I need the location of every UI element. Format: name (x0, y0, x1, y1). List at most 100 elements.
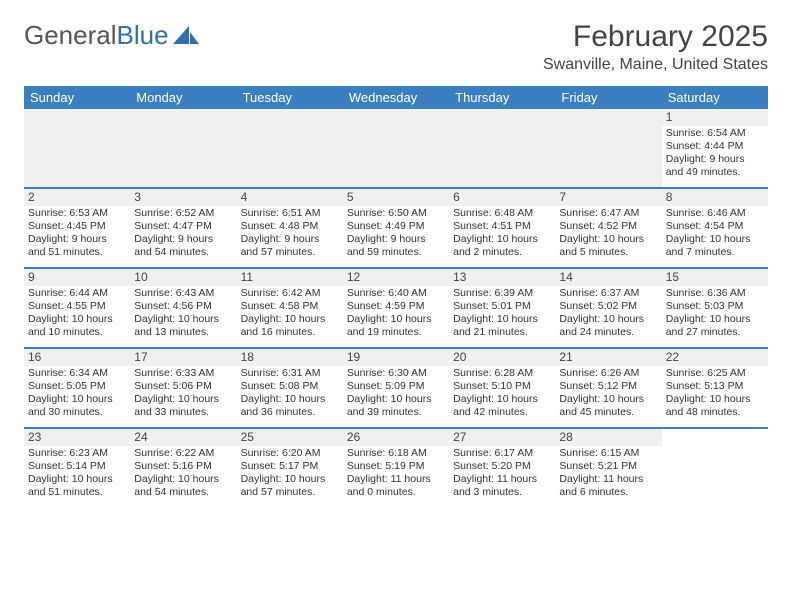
day-header-cell: Tuesday (237, 86, 343, 109)
daylight-text: Daylight: 10 hours and 24 minutes. (559, 313, 657, 339)
week-row: 23Sunrise: 6:23 AMSunset: 5:14 PMDayligh… (24, 429, 768, 507)
title-block: February 2025 Swanville, Maine, United S… (543, 20, 768, 74)
sunrise-text: Sunrise: 6:36 AM (666, 287, 764, 300)
daylight-text: Daylight: 9 hours and 49 minutes. (666, 153, 764, 179)
sunrise-text: Sunrise: 6:15 AM (559, 447, 657, 460)
daylight-text: Daylight: 10 hours and 19 minutes. (347, 313, 445, 339)
daylight-text: Daylight: 10 hours and 16 minutes. (241, 313, 339, 339)
day-number: 5 (343, 189, 449, 206)
day-number: 2 (24, 189, 130, 206)
day-header-cell: Wednesday (343, 86, 449, 109)
daylight-text: Daylight: 10 hours and 57 minutes. (241, 473, 339, 499)
daylight-text: Daylight: 10 hours and 30 minutes. (28, 393, 126, 419)
daylight-text: Daylight: 10 hours and 13 minutes. (134, 313, 232, 339)
calendar-cell: 3Sunrise: 6:52 AMSunset: 4:47 PMDaylight… (130, 189, 236, 267)
sunset-text: Sunset: 5:20 PM (453, 460, 551, 473)
sunset-text: Sunset: 4:48 PM (241, 220, 339, 233)
sunset-text: Sunset: 4:56 PM (134, 300, 232, 313)
calendar-cell: 28Sunrise: 6:15 AMSunset: 5:21 PMDayligh… (555, 429, 661, 507)
calendar-cell: 27Sunrise: 6:17 AMSunset: 5:20 PMDayligh… (449, 429, 555, 507)
calendar-cell: 25Sunrise: 6:20 AMSunset: 5:17 PMDayligh… (237, 429, 343, 507)
day-number: 24 (130, 429, 236, 446)
daylight-text: Daylight: 9 hours and 51 minutes. (28, 233, 126, 259)
sunset-text: Sunset: 4:45 PM (28, 220, 126, 233)
sunrise-text: Sunrise: 6:17 AM (453, 447, 551, 460)
sunrise-text: Sunrise: 6:52 AM (134, 207, 232, 220)
day-number: 15 (662, 269, 768, 286)
daylight-text: Daylight: 10 hours and 54 minutes. (134, 473, 232, 499)
sunset-text: Sunset: 5:06 PM (134, 380, 232, 393)
location: Swanville, Maine, United States (543, 56, 768, 74)
sunset-text: Sunset: 4:59 PM (347, 300, 445, 313)
calendar-cell (555, 109, 661, 187)
sunset-text: Sunset: 4:54 PM (666, 220, 764, 233)
day-number: 11 (237, 269, 343, 286)
daylight-text: Daylight: 11 hours and 0 minutes. (347, 473, 445, 499)
sunrise-text: Sunrise: 6:51 AM (241, 207, 339, 220)
sunset-text: Sunset: 5:14 PM (28, 460, 126, 473)
daylight-text: Daylight: 10 hours and 36 minutes. (241, 393, 339, 419)
sunrise-text: Sunrise: 6:28 AM (453, 367, 551, 380)
daylight-text: Daylight: 10 hours and 7 minutes. (666, 233, 764, 259)
sunset-text: Sunset: 5:16 PM (134, 460, 232, 473)
calendar-cell: 15Sunrise: 6:36 AMSunset: 5:03 PMDayligh… (662, 269, 768, 347)
calendar-cell: 18Sunrise: 6:31 AMSunset: 5:08 PMDayligh… (237, 349, 343, 427)
calendar-cell (449, 109, 555, 187)
calendar-cell (237, 109, 343, 187)
daylight-text: Daylight: 9 hours and 59 minutes. (347, 233, 445, 259)
day-header-cell: Saturday (662, 86, 768, 109)
sunset-text: Sunset: 5:13 PM (666, 380, 764, 393)
sunset-text: Sunset: 5:01 PM (453, 300, 551, 313)
day-header-cell: Friday (555, 86, 661, 109)
day-number: 16 (24, 349, 130, 366)
brand-part1: General (24, 20, 117, 51)
calendar-cell: 4Sunrise: 6:51 AMSunset: 4:48 PMDaylight… (237, 189, 343, 267)
calendar-cell: 10Sunrise: 6:43 AMSunset: 4:56 PMDayligh… (130, 269, 236, 347)
calendar-cell: 9Sunrise: 6:44 AMSunset: 4:55 PMDaylight… (24, 269, 130, 347)
week-row: 2Sunrise: 6:53 AMSunset: 4:45 PMDaylight… (24, 189, 768, 269)
daylight-text: Daylight: 10 hours and 2 minutes. (453, 233, 551, 259)
sunrise-text: Sunrise: 6:39 AM (453, 287, 551, 300)
day-number: 22 (662, 349, 768, 366)
month-title: February 2025 (543, 20, 768, 54)
daylight-text: Daylight: 10 hours and 33 minutes. (134, 393, 232, 419)
sunrise-text: Sunrise: 6:53 AM (28, 207, 126, 220)
sunrise-text: Sunrise: 6:47 AM (559, 207, 657, 220)
sunrise-text: Sunrise: 6:46 AM (666, 207, 764, 220)
sunrise-text: Sunrise: 6:31 AM (241, 367, 339, 380)
day-number: 9 (24, 269, 130, 286)
sunset-text: Sunset: 4:47 PM (134, 220, 232, 233)
day-number: 6 (449, 189, 555, 206)
day-number: 27 (449, 429, 555, 446)
calendar-cell: 8Sunrise: 6:46 AMSunset: 4:54 PMDaylight… (662, 189, 768, 267)
sunset-text: Sunset: 5:21 PM (559, 460, 657, 473)
sunrise-text: Sunrise: 6:37 AM (559, 287, 657, 300)
daylight-text: Daylight: 10 hours and 21 minutes. (453, 313, 551, 339)
calendar-cell: 6Sunrise: 6:48 AMSunset: 4:51 PMDaylight… (449, 189, 555, 267)
calendar-cell: 14Sunrise: 6:37 AMSunset: 5:02 PMDayligh… (555, 269, 661, 347)
calendar-cell: 5Sunrise: 6:50 AMSunset: 4:49 PMDaylight… (343, 189, 449, 267)
calendar-cell: 22Sunrise: 6:25 AMSunset: 5:13 PMDayligh… (662, 349, 768, 427)
sunrise-text: Sunrise: 6:33 AM (134, 367, 232, 380)
day-number: 17 (130, 349, 236, 366)
sunrise-text: Sunrise: 6:23 AM (28, 447, 126, 460)
daylight-text: Daylight: 11 hours and 6 minutes. (559, 473, 657, 499)
day-number: 26 (343, 429, 449, 446)
day-number: 10 (130, 269, 236, 286)
daylight-text: Daylight: 11 hours and 3 minutes. (453, 473, 551, 499)
sunrise-text: Sunrise: 6:18 AM (347, 447, 445, 460)
day-number: 20 (449, 349, 555, 366)
sunset-text: Sunset: 5:10 PM (453, 380, 551, 393)
sunrise-text: Sunrise: 6:44 AM (28, 287, 126, 300)
daylight-text: Daylight: 10 hours and 48 minutes. (666, 393, 764, 419)
calendar-cell: 24Sunrise: 6:22 AMSunset: 5:16 PMDayligh… (130, 429, 236, 507)
daylight-text: Daylight: 10 hours and 51 minutes. (28, 473, 126, 499)
calendar-cell (343, 109, 449, 187)
calendar-cell: 11Sunrise: 6:42 AMSunset: 4:58 PMDayligh… (237, 269, 343, 347)
daylight-text: Daylight: 9 hours and 57 minutes. (241, 233, 339, 259)
day-number: 28 (555, 429, 661, 446)
sunset-text: Sunset: 5:02 PM (559, 300, 657, 313)
sail-icon (173, 26, 199, 46)
week-row: 1Sunrise: 6:54 AMSunset: 4:44 PMDaylight… (24, 109, 768, 189)
calendar-cell (24, 109, 130, 187)
